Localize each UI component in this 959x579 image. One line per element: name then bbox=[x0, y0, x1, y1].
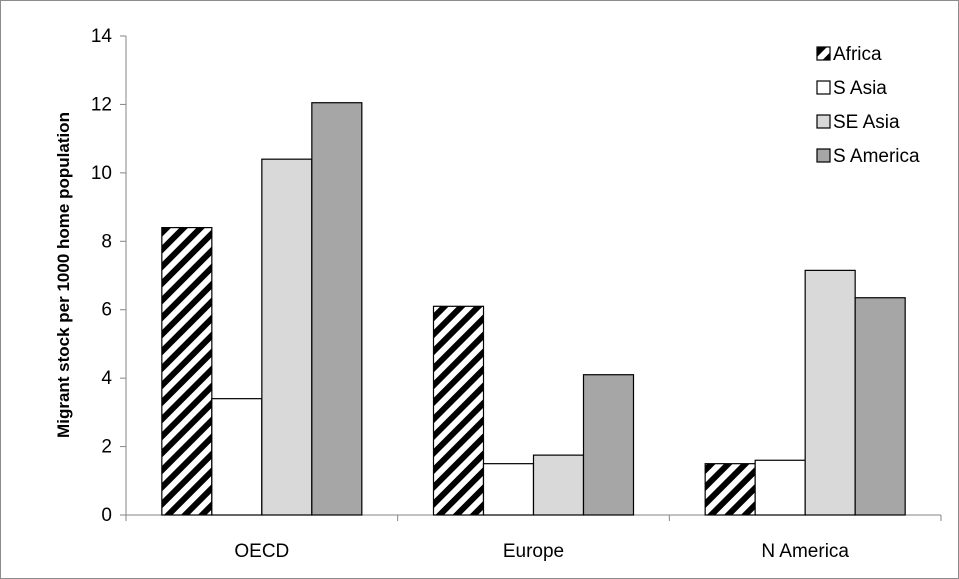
y-axis-label: Migrant stock per 1000 home population bbox=[54, 112, 73, 438]
bar-s-america-n-america bbox=[854, 297, 906, 516]
legend-label-se-asia: SE Asia bbox=[833, 112, 900, 133]
bars bbox=[161, 102, 906, 516]
bar-africa-oecd bbox=[161, 227, 213, 516]
legend-swatch-s-asia bbox=[816, 80, 831, 95]
y-tick-label: 6 bbox=[101, 300, 112, 321]
legend-swatch-s-america bbox=[816, 148, 831, 163]
legend-swatch-africa bbox=[816, 46, 831, 61]
legend-label-africa: Africa bbox=[833, 44, 882, 65]
y-tick-label: 10 bbox=[91, 163, 112, 184]
x-category-label: OECD bbox=[234, 541, 289, 562]
bar-s-asia-oecd bbox=[211, 398, 263, 516]
bar-se-asia-oecd bbox=[261, 158, 313, 516]
y-tick-label: 4 bbox=[101, 368, 112, 389]
legend: Africa S Asia SE Asia S America bbox=[816, 44, 920, 167]
bar-africa-europe bbox=[432, 305, 485, 516]
y-tick-label: 8 bbox=[101, 231, 112, 252]
bar-se-asia-europe bbox=[532, 454, 585, 516]
bar-s-america-europe bbox=[582, 374, 635, 516]
x-category-label: N America bbox=[761, 541, 849, 562]
y-tick-label: 12 bbox=[91, 94, 112, 115]
legend-swatch-se-asia bbox=[816, 114, 831, 129]
bar-africa-n-america bbox=[704, 463, 756, 516]
y-tick-label: 2 bbox=[101, 437, 112, 458]
y-tick-label: 14 bbox=[91, 26, 113, 47]
bar-s-asia-europe bbox=[482, 463, 535, 516]
bar-se-asia-n-america bbox=[804, 269, 856, 516]
bar-s-asia-n-america bbox=[754, 459, 806, 516]
bar-s-america-oecd bbox=[311, 102, 363, 516]
legend-label-s-asia: S Asia bbox=[833, 78, 887, 99]
legend-label-s-america: S America bbox=[833, 146, 920, 167]
x-category-label: Europe bbox=[503, 541, 564, 562]
y-tick-label: 0 bbox=[101, 505, 112, 526]
